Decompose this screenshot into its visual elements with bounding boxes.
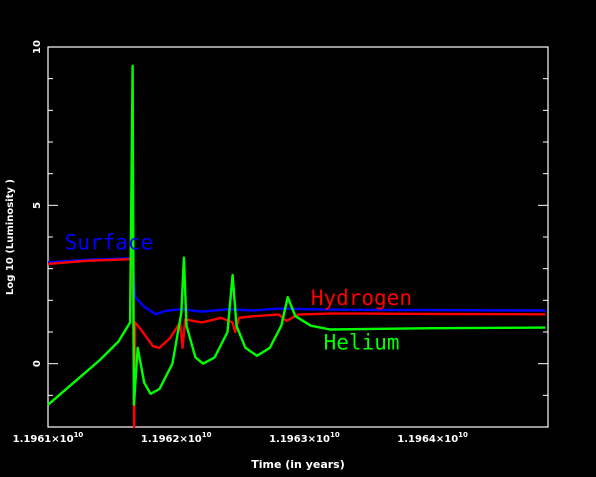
x-axis-label: Time (in years): [251, 458, 345, 471]
label-helium: Helium: [324, 330, 400, 354]
x-tick-label: 1.1961×1010: [13, 431, 84, 445]
x-tick-label: 1.1963×1010: [269, 431, 340, 445]
y-tick-label: 10: [32, 40, 43, 54]
series-annotations: Surface Hydrogen Helium: [65, 231, 412, 355]
x-tick-label: 1.1962×1010: [141, 431, 212, 445]
y-axis-label: Log 10 (Luminosity ): [5, 179, 16, 295]
series-hydrogen-line: [47, 258, 546, 429]
x-tick-label: 1.1964×1010: [397, 431, 468, 445]
y-tick-label: 5: [32, 202, 43, 209]
axis-ticks: [47, 46, 548, 428]
y-tick-labels: 0 5 10: [32, 40, 43, 367]
series-lines: [47, 64, 546, 429]
series-surface-line: [47, 257, 546, 316]
series-helium-line: [47, 64, 546, 406]
label-hydrogen: Hydrogen: [311, 286, 412, 310]
x-tick-labels: 1.1961×1010 1.1962×1010 1.1963×1010 1.1964×…: [13, 431, 468, 445]
y-tick-label: 0: [32, 360, 43, 367]
label-surface: Surface: [65, 231, 154, 255]
